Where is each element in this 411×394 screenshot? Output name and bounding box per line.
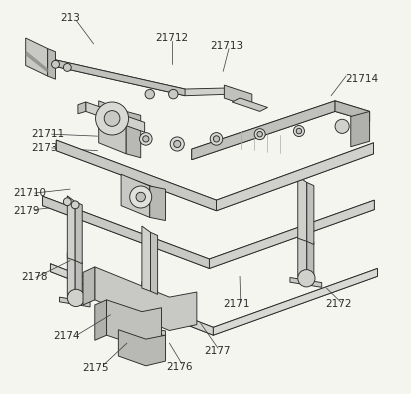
Polygon shape [56, 140, 374, 211]
Circle shape [293, 126, 305, 137]
Circle shape [52, 60, 60, 68]
Polygon shape [192, 101, 369, 160]
Circle shape [296, 128, 302, 134]
Polygon shape [95, 267, 197, 331]
Text: 21711: 21711 [31, 129, 64, 139]
Polygon shape [142, 281, 150, 328]
Text: 2176: 2176 [167, 362, 193, 372]
Circle shape [145, 89, 155, 99]
Circle shape [130, 186, 152, 208]
Polygon shape [307, 182, 314, 245]
Text: 213: 213 [60, 13, 80, 23]
Circle shape [335, 119, 349, 134]
Polygon shape [51, 264, 377, 335]
Circle shape [298, 269, 315, 287]
Polygon shape [150, 186, 166, 221]
Polygon shape [75, 202, 82, 264]
Polygon shape [67, 253, 75, 299]
Text: 21712: 21712 [156, 33, 189, 43]
Polygon shape [95, 300, 106, 340]
Polygon shape [121, 174, 150, 217]
Polygon shape [43, 196, 210, 268]
Polygon shape [34, 55, 185, 96]
Polygon shape [75, 259, 82, 302]
Text: 2177: 2177 [204, 346, 231, 356]
Polygon shape [56, 140, 217, 211]
Circle shape [170, 137, 184, 151]
Polygon shape [43, 196, 374, 268]
Circle shape [210, 133, 223, 145]
Text: 21710: 21710 [13, 188, 46, 198]
Circle shape [71, 201, 79, 209]
Polygon shape [224, 85, 252, 108]
Circle shape [67, 289, 85, 307]
Polygon shape [34, 55, 232, 96]
Text: 2178: 2178 [21, 273, 48, 282]
Circle shape [254, 129, 265, 140]
Text: 2172: 2172 [326, 299, 352, 309]
Text: 21714: 21714 [345, 74, 378, 84]
Polygon shape [118, 330, 166, 366]
Polygon shape [67, 196, 75, 260]
Circle shape [96, 102, 129, 135]
Polygon shape [232, 98, 268, 112]
Polygon shape [83, 267, 95, 305]
Circle shape [63, 63, 71, 71]
Circle shape [136, 192, 145, 202]
Polygon shape [192, 101, 335, 160]
Polygon shape [78, 102, 86, 114]
Polygon shape [51, 264, 213, 335]
Polygon shape [48, 48, 55, 79]
Polygon shape [126, 112, 141, 158]
Circle shape [169, 89, 178, 99]
Polygon shape [99, 101, 126, 154]
Polygon shape [213, 268, 377, 335]
Circle shape [63, 198, 71, 206]
Polygon shape [351, 112, 369, 147]
Polygon shape [106, 300, 162, 347]
Text: 2171: 2171 [224, 299, 250, 309]
Polygon shape [134, 326, 166, 336]
Polygon shape [210, 200, 374, 268]
Circle shape [174, 141, 181, 147]
Circle shape [143, 136, 149, 142]
Circle shape [140, 133, 152, 145]
Polygon shape [335, 101, 369, 122]
Text: 2179: 2179 [13, 206, 39, 216]
Polygon shape [307, 240, 314, 282]
Polygon shape [217, 143, 374, 211]
Circle shape [142, 318, 159, 335]
Circle shape [213, 136, 219, 142]
Polygon shape [60, 297, 90, 307]
Text: 2174: 2174 [53, 331, 79, 341]
Polygon shape [298, 233, 307, 279]
Polygon shape [25, 38, 48, 76]
Text: 2173: 2173 [31, 143, 57, 153]
Polygon shape [142, 226, 150, 291]
Text: 2175: 2175 [82, 363, 109, 373]
Circle shape [257, 132, 263, 137]
Text: 21713: 21713 [210, 41, 244, 51]
Polygon shape [86, 102, 145, 132]
Circle shape [104, 111, 120, 126]
Polygon shape [150, 232, 157, 294]
Polygon shape [150, 288, 157, 331]
Polygon shape [290, 277, 322, 287]
Polygon shape [298, 176, 307, 242]
